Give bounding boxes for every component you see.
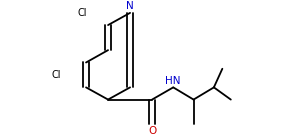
Text: O: O [148,126,156,136]
Text: Cl: Cl [78,8,87,18]
Text: HN: HN [166,76,181,86]
Text: N: N [126,1,134,11]
Text: Cl: Cl [52,70,61,80]
